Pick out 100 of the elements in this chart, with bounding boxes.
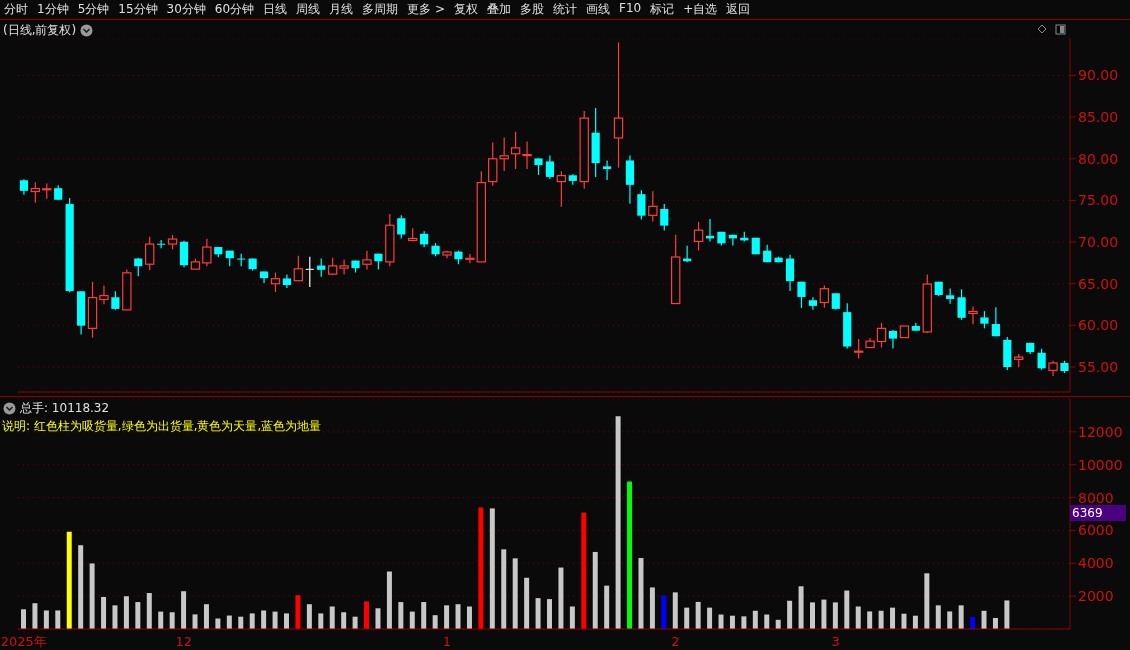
bar [970, 616, 976, 629]
bar [695, 601, 701, 629]
candlestick [797, 281, 806, 309]
bar [890, 607, 896, 629]
bar [318, 613, 324, 629]
bar [112, 605, 118, 629]
text: 标记 [650, 1, 675, 18]
bar [398, 602, 404, 629]
bar [684, 607, 690, 629]
candlestick [888, 329, 898, 350]
y-tick-label: 85.00 [1078, 109, 1119, 126]
bar [752, 610, 758, 629]
y-tick-label: 60.00 [1078, 317, 1119, 334]
chart-title: (日线,前复权) [3, 22, 77, 39]
candlestick [991, 306, 1000, 337]
bar [878, 610, 884, 629]
bar [169, 612, 175, 629]
bar [432, 615, 438, 629]
y-tick-label: 70.00 [1078, 234, 1119, 251]
y-tick-label: 12000 [1078, 423, 1123, 440]
bar [295, 595, 301, 629]
text: 6369 [1070, 505, 1126, 521]
candlestick [522, 141, 532, 170]
bar [78, 545, 84, 629]
y-tick-label: 6000 [1078, 522, 1114, 539]
bar [284, 613, 289, 629]
bar [661, 595, 667, 629]
bar [558, 567, 564, 629]
text: 多周期 [362, 1, 399, 18]
bar [1004, 600, 1010, 629]
candlestick [957, 288, 966, 321]
bar [547, 599, 552, 629]
bar [912, 615, 918, 629]
bar [55, 610, 61, 629]
candlestick [613, 41, 624, 169]
text: 周线 [296, 1, 321, 18]
bar [569, 606, 575, 629]
text: 返回 [726, 1, 751, 18]
bar [272, 611, 278, 629]
bar [924, 573, 930, 629]
candlestick [808, 296, 818, 311]
y-tick-label: 75.00 [1078, 192, 1119, 209]
y-tick-label: 55.00 [1078, 358, 1119, 375]
bar [43, 610, 49, 629]
text: 复权 [454, 1, 478, 18]
bar [627, 481, 633, 629]
text: +自选 [683, 1, 718, 18]
bar [855, 606, 861, 629]
candlestick [510, 131, 521, 170]
text: 1分钟 [37, 1, 69, 18]
candlestick [111, 290, 120, 311]
bar [947, 611, 953, 629]
candlestick [157, 239, 166, 249]
bar [672, 592, 678, 629]
candlestick [637, 189, 646, 221]
bar [718, 614, 724, 629]
bar [306, 604, 312, 629]
candlestick [946, 287, 955, 305]
candlestick [270, 271, 281, 293]
candlestick [602, 159, 612, 181]
candlestick [968, 305, 978, 325]
bar [729, 615, 735, 629]
bar [444, 605, 450, 629]
text: 画线 [586, 1, 610, 18]
candlestick [202, 238, 212, 267]
bar [123, 596, 129, 629]
bar [707, 607, 713, 629]
bar [810, 602, 815, 629]
candlestick [30, 181, 41, 204]
candlestick [362, 250, 372, 271]
bar [409, 611, 415, 629]
bar [364, 601, 370, 629]
bar [89, 563, 95, 629]
y-tick-label: 80.00 [1078, 150, 1119, 167]
bar [203, 604, 209, 629]
x-tick-label: 2 [671, 634, 680, 650]
x-tick-label: 1 [442, 634, 451, 650]
candlestick [339, 258, 349, 276]
bar [764, 614, 770, 629]
bar [581, 512, 587, 629]
bar [844, 590, 850, 629]
bar [466, 606, 472, 629]
y-tick-label: 90.00 [1078, 67, 1119, 84]
text: 统计 [553, 1, 577, 18]
text: F10 [619, 1, 642, 17]
chart-title: 总手: 10118.32 [20, 400, 110, 417]
text: 分时 [4, 1, 28, 18]
y-tick-label: 2000 [1078, 588, 1114, 605]
bar [832, 602, 838, 629]
candlestick [819, 284, 830, 309]
bar [226, 615, 232, 629]
bar [981, 610, 987, 629]
candlestick [293, 255, 304, 282]
bar [421, 602, 427, 629]
bar [329, 606, 335, 629]
candlestick [556, 170, 567, 208]
candlestick [499, 137, 509, 172]
candlestick [465, 253, 475, 264]
text: 说明: 红色柱为吸货量,绿色为出货量,黄色为天量,蓝色为地量 [2, 418, 322, 435]
bar [935, 605, 941, 629]
